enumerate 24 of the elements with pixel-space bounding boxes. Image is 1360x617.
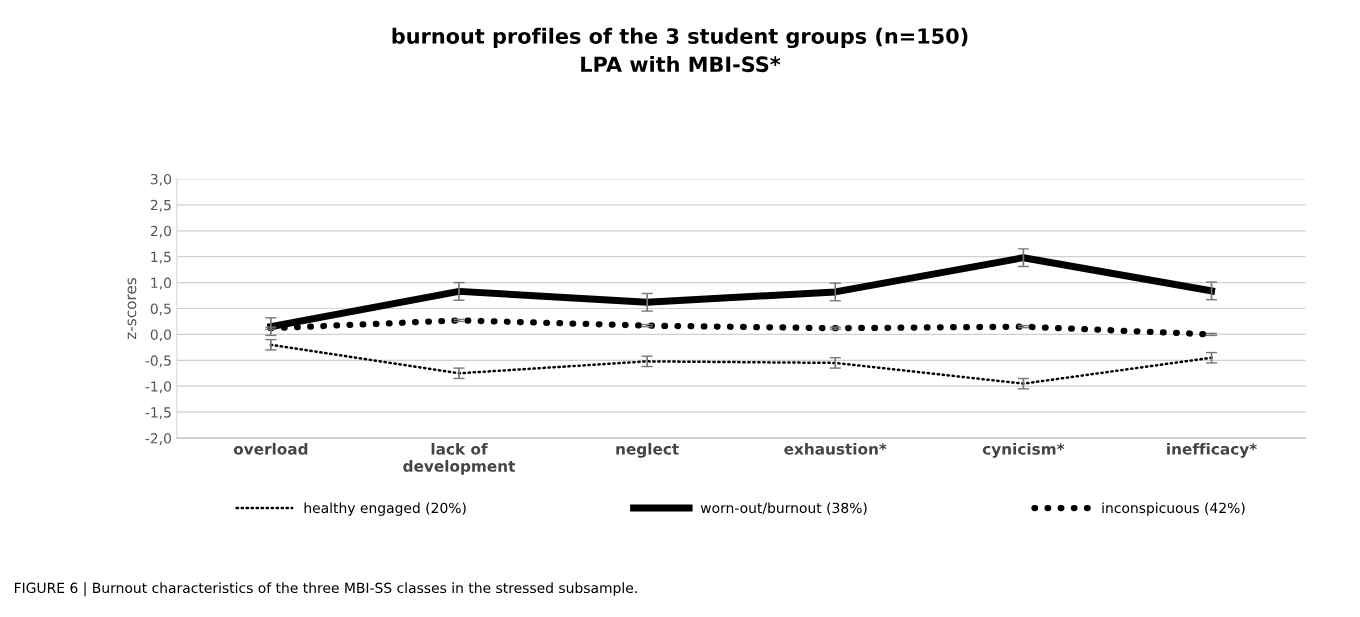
- x-tick-label: neglect: [616, 442, 679, 458]
- y-tick-label: -2,0: [145, 433, 172, 445]
- y-tick-label: -1,0: [145, 381, 172, 394]
- y-tick-label: 2,5: [150, 199, 171, 212]
- y-tick-label: 0,0: [150, 329, 172, 342]
- legend-label: inconspicuous (42%): [1102, 502, 1245, 516]
- legend-label: worn-out/burnout (38%): [700, 502, 867, 515]
- caption: FIGURE 6 | Burnout characteristics of the three MBI-SS classes in the stressed subsample.: [14, 582, 637, 597]
- x-tick-label: lack of development: [403, 442, 516, 475]
- x-tick-label: inefficacy*: [1167, 442, 1257, 458]
- y-tick-label: 2,0: [150, 225, 172, 238]
- y-tick-label: -0,5: [145, 355, 171, 368]
- y-tick-label: -1,5: [145, 407, 171, 420]
- x-tick-label: cynicism*: [982, 442, 1065, 458]
- y-tick-label: 3,0: [150, 173, 172, 186]
- legend-label: healthy engaged (20%): [304, 502, 466, 516]
- x-tick-label: exhaustion*: [784, 442, 887, 455]
- x-tick-label: overload: [233, 442, 308, 455]
- y-tick-label: 1,5: [151, 251, 171, 264]
- y-tick-label: 1,0: [151, 277, 172, 290]
- chart-title: burnout profiles of the 3 student groups (n=150) LPA with MBI-SS*: [392, 27, 968, 73]
- y-axis-title: z-scores: [127, 277, 137, 340]
- y-tick-label: 0,5: [150, 303, 171, 316]
- line-series: [269, 343, 1213, 385]
